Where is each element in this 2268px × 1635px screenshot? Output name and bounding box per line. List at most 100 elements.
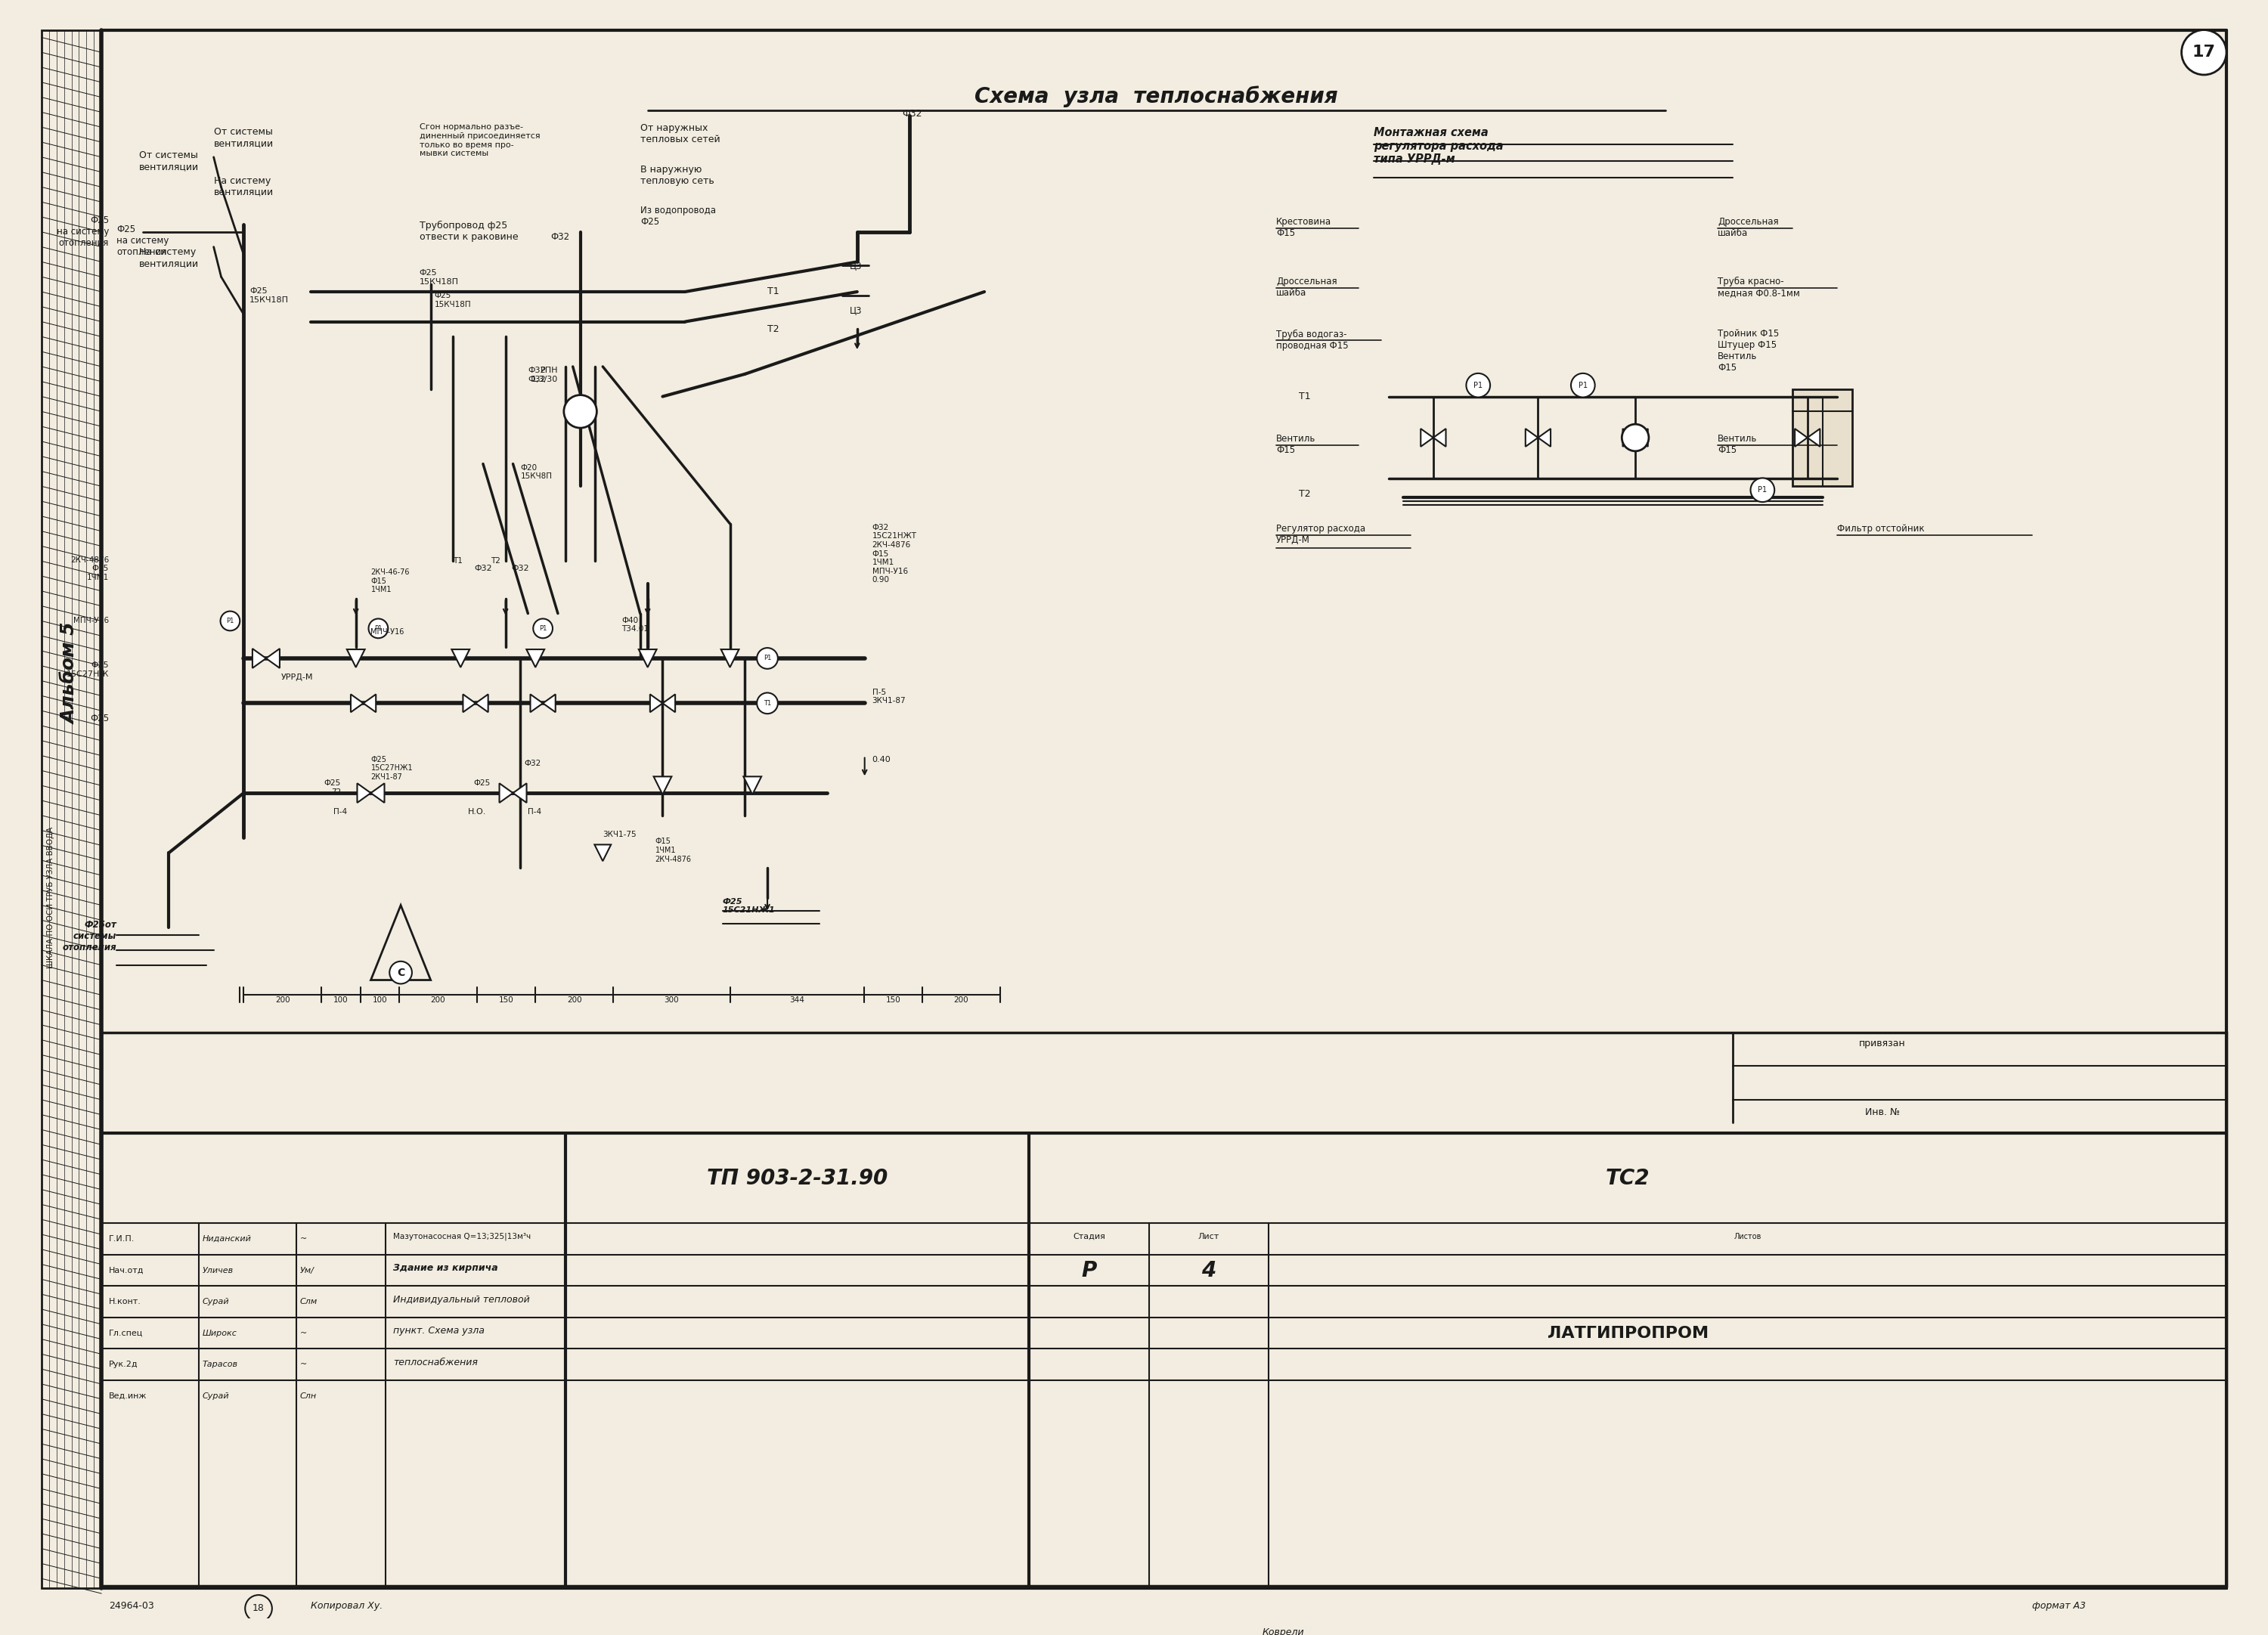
Text: ШКАЛА ПО ОСИ ТРУБ УЗЛА ВВОДА: ШКАЛА ПО ОСИ ТРУБ УЗЛА ВВОДА <box>48 827 54 968</box>
Text: ТП 903-2-31.90: ТП 903-2-31.90 <box>708 1167 887 1189</box>
Text: Т1: Т1 <box>1300 392 1311 402</box>
Text: Р1: Р1 <box>1758 486 1767 494</box>
Text: Т2: Т2 <box>767 324 780 334</box>
Text: Р1: Р1 <box>374 625 383 631</box>
Text: Копировал Ху.: Копировал Ху. <box>311 1601 383 1610</box>
Polygon shape <box>352 695 363 713</box>
Text: Ф25
15С27НЖ1
2КЧ1-87: Ф25 15С27НЖ1 2КЧ1-87 <box>370 755 413 780</box>
Text: ~: ~ <box>299 1360 306 1368</box>
Text: 2КЧ-4876
Ф15
1ЧМ1: 2КЧ-4876 Ф15 1ЧМ1 <box>70 556 109 580</box>
Text: Рук.2д: Рук.2д <box>109 1360 138 1368</box>
Text: Ф25
на систему
отопления: Ф25 на систему отопления <box>57 216 109 249</box>
Text: Ф32: Ф32 <box>551 232 569 242</box>
Text: С: С <box>397 968 404 978</box>
Text: Монтажная схема
регулятора расхода
типа УРРД-м: Монтажная схема регулятора расхода типа … <box>1374 128 1504 165</box>
Circle shape <box>758 647 778 669</box>
Polygon shape <box>651 695 662 713</box>
Text: Сурай: Сурай <box>202 1393 229 1400</box>
Text: Лист: Лист <box>1198 1233 1220 1241</box>
Text: ~: ~ <box>299 1329 306 1337</box>
Text: Р1: Р1 <box>227 618 234 625</box>
Polygon shape <box>499 783 513 803</box>
Polygon shape <box>1622 428 1635 446</box>
Text: Из водопровода
Ф25: Из водопровода Ф25 <box>640 206 717 227</box>
Circle shape <box>370 618 388 638</box>
Text: 17: 17 <box>2193 44 2216 60</box>
Polygon shape <box>662 695 676 713</box>
Polygon shape <box>640 649 658 667</box>
Text: РПН
1,3/30: РПН 1,3/30 <box>531 366 558 383</box>
Text: ~: ~ <box>299 1234 306 1243</box>
Text: 3КЧ1-75: 3КЧ1-75 <box>603 831 637 839</box>
Text: Ф32: Ф32 <box>903 108 923 118</box>
Polygon shape <box>721 649 739 667</box>
Text: Р1: Р1 <box>540 625 547 631</box>
Polygon shape <box>265 649 279 669</box>
Text: Стадия: Стадия <box>1073 1233 1105 1241</box>
Text: ЛАТГИПРОПРОМ: ЛАТГИПРОПРОМ <box>1547 1326 1708 1341</box>
Text: 344: 344 <box>789 996 805 1004</box>
Text: Сгон нормально разъе-
диненный присоединяется
только во время про-
мывки системы: Сгон нормально разъе- диненный присоедин… <box>420 123 540 157</box>
Polygon shape <box>252 649 265 669</box>
Polygon shape <box>1433 428 1447 446</box>
Text: Ф32
15С21НЖТ
2КЧ-4876
Ф15
1ЧМ1
МПЧ-У16
0.90: Ф32 15С21НЖТ 2КЧ-4876 Ф15 1ЧМ1 МПЧ-У16 0… <box>873 523 916 584</box>
Polygon shape <box>1635 428 1649 446</box>
Polygon shape <box>463 695 476 713</box>
Text: На систему
вентиляции: На систему вентиляции <box>213 177 274 196</box>
Text: Т2: Т2 <box>1300 489 1311 499</box>
Text: Гл.спец: Гл.спец <box>109 1329 143 1337</box>
Text: Ф25
15С27НЖ: Ф25 15С27НЖ <box>66 662 109 679</box>
Text: Ф32
Ф32: Ф32 Ф32 <box>528 366 547 383</box>
Circle shape <box>1622 423 1649 451</box>
Polygon shape <box>451 649 469 667</box>
Circle shape <box>565 396 596 428</box>
Text: МПЧ-У16: МПЧ-У16 <box>370 628 404 636</box>
Text: Р1: Р1 <box>1474 381 1483 389</box>
Text: Р: Р <box>1082 1259 1098 1280</box>
Polygon shape <box>653 777 671 795</box>
Text: Ф25: Ф25 <box>91 713 109 723</box>
Text: Альбом 5: Альбом 5 <box>61 623 79 724</box>
Text: привязан: привязан <box>1860 1038 1905 1048</box>
Text: Г.И.П.: Г.И.П. <box>109 1234 134 1243</box>
Text: Труба красно-
медная Ф0.8-1мм: Труба красно- медная Ф0.8-1мм <box>1717 276 1801 298</box>
Text: Ф25
15КЧ18П: Ф25 15КЧ18П <box>249 288 288 304</box>
Text: Широкс: Широкс <box>202 1329 238 1337</box>
Text: Сурай: Сурай <box>202 1298 229 1305</box>
Text: 200: 200 <box>567 996 583 1004</box>
Text: Вентиль
Ф15: Вентиль Ф15 <box>1717 433 1758 455</box>
Text: Слн: Слн <box>299 1393 318 1400</box>
Circle shape <box>758 693 778 714</box>
Circle shape <box>533 618 553 638</box>
Polygon shape <box>347 649 365 667</box>
Text: 24964-03: 24964-03 <box>109 1601 154 1610</box>
Text: Тарасов: Тарасов <box>202 1360 238 1368</box>
Text: Трубопровод ф25
отвести к раковине: Трубопровод ф25 отвести к раковине <box>420 221 517 242</box>
Text: Регулятор расхода
УРРД-М: Регулятор расхода УРРД-М <box>1277 523 1365 544</box>
Text: 18: 18 <box>252 1604 265 1614</box>
Text: 200: 200 <box>953 996 968 1004</box>
Polygon shape <box>1526 428 1538 446</box>
Text: Н.конт.: Н.конт. <box>109 1298 141 1305</box>
Text: П-4: П-4 <box>333 808 347 816</box>
Polygon shape <box>1808 428 1819 446</box>
Polygon shape <box>531 695 542 713</box>
Polygon shape <box>1420 428 1433 446</box>
Text: Р1: Р1 <box>1579 381 1588 389</box>
Text: Ц3: Ц3 <box>850 260 862 270</box>
Circle shape <box>1572 373 1594 397</box>
Text: Ф25от
системы
отопления: Ф25от системы отопления <box>61 921 116 953</box>
Circle shape <box>390 961 413 984</box>
Text: В наружную
тепловую сеть: В наружную тепловую сеть <box>640 165 714 186</box>
Text: Т1: Т1 <box>767 286 780 296</box>
Text: Схема  узла  теплоснабжения: Схема узла теплоснабжения <box>975 87 1338 108</box>
Text: Вентиль
Ф15: Вентиль Ф15 <box>1277 433 1315 455</box>
Text: Труба водогаз-
проводная Ф15: Труба водогаз- проводная Ф15 <box>1277 329 1349 350</box>
Text: Ф32: Ф32 <box>524 759 542 767</box>
Text: П-5
3КЧ1-87: П-5 3КЧ1-87 <box>873 688 905 705</box>
Text: Ф20
15КЧ8П: Ф20 15КЧ8П <box>519 464 551 481</box>
Polygon shape <box>1792 389 1853 486</box>
Text: Тройник Ф15
Штуцер Ф15
Вентиль
Ф15: Тройник Ф15 Штуцер Ф15 Вентиль Ф15 <box>1717 329 1778 373</box>
Text: Ниданский: Ниданский <box>202 1234 252 1243</box>
Text: Инв. №: Инв. № <box>1864 1107 1901 1117</box>
